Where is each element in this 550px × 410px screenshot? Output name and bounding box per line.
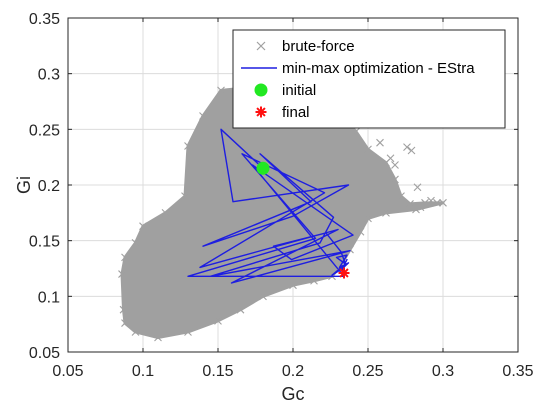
brute-force-point — [139, 222, 147, 231]
x-tick-label: 0.25 — [352, 363, 383, 380]
legend-box — [232, 29, 506, 129]
brute-force-point — [364, 214, 372, 223]
legend-x-marker-icon — [256, 41, 266, 51]
brute-force-point — [356, 227, 365, 236]
brute-force-point — [217, 86, 225, 95]
legend-label-initial: initial — [282, 82, 316, 99]
brute-force-region — [120, 83, 445, 340]
brute-force-point — [154, 333, 162, 342]
x-tick-label: 0.1 — [132, 363, 154, 380]
y-tick-label: 0.15 — [29, 234, 60, 251]
brute-force-point — [131, 328, 140, 336]
brute-force-point — [121, 253, 129, 262]
legend-entry-final: final — [255, 104, 310, 121]
y-tick-label: 0.05 — [29, 345, 60, 362]
legend-label-brute-force: brute-force — [282, 38, 355, 55]
legend-circle-marker-icon — [254, 83, 268, 97]
legend-entry-optimization: min-max optimization - EStra — [241, 60, 475, 77]
brute-force-point — [184, 328, 192, 336]
y-tick-label: 0.3 — [38, 67, 60, 84]
y-axis-label: Gi — [14, 176, 34, 194]
final-point-marker — [338, 267, 350, 279]
y-axis-ticks: 0.05 0.1 0.15 0.2 0.25 0.3 0.35 — [29, 11, 518, 362]
brute-force-point — [403, 143, 411, 152]
x-tick-label: 0.05 — [52, 363, 83, 380]
brute-force-point — [376, 138, 384, 147]
brute-force-point — [382, 208, 390, 217]
brute-force-point — [407, 146, 416, 155]
brute-force-point — [121, 319, 129, 327]
brute-force-point — [184, 142, 192, 150]
brute-force-point — [397, 192, 405, 201]
x-tick-label: 0.35 — [502, 363, 533, 380]
brute-force-point — [236, 305, 245, 314]
x-axis-label: Gc — [281, 384, 304, 404]
brute-force-point — [439, 198, 447, 207]
brute-force-point — [413, 183, 422, 192]
brute-force-point — [352, 127, 360, 136]
y-tick-label: 0.1 — [38, 289, 60, 306]
y-tick-label: 0.2 — [38, 178, 60, 195]
brute-force-point — [412, 205, 420, 214]
brute-force-point — [259, 292, 267, 301]
brute-force-cloud — [118, 80, 447, 342]
legend-label-final: final — [282, 104, 310, 121]
y-tick-label: 0.25 — [29, 122, 60, 139]
brute-force-point — [289, 281, 297, 290]
x-tick-label: 0.3 — [432, 363, 454, 380]
initial-point-marker — [256, 161, 270, 175]
brute-force-point — [391, 175, 399, 184]
endpoint-markers — [256, 161, 350, 279]
brute-force-point — [310, 276, 318, 285]
brute-force-point — [199, 112, 207, 120]
legend-entry-brute-force: brute-force — [256, 38, 355, 55]
brute-force-point — [119, 305, 128, 314]
brute-force-point — [382, 158, 390, 167]
y-tick-label: 0.35 — [29, 11, 60, 28]
brute-force-point — [427, 196, 435, 205]
brute-force-point — [181, 192, 189, 201]
brute-force-point — [433, 198, 441, 207]
legend-label-optimization: min-max optimization - EStra — [282, 60, 475, 77]
legend-entry-initial: initial — [254, 82, 316, 99]
brute-force-point — [131, 239, 140, 247]
brute-force-point — [214, 316, 222, 325]
legend-asterisk-marker-icon — [255, 106, 267, 118]
x-tick-label: 0.15 — [202, 363, 233, 380]
x-tick-label: 0.2 — [282, 363, 304, 380]
optimization-trajectory — [187, 128, 354, 284]
brute-force-point — [161, 208, 170, 217]
x-axis-ticks: 0.05 0.1 0.15 0.2 0.25 0.3 0.35 — [52, 18, 534, 380]
optimization-line — [187, 128, 354, 284]
legend: brute-force min-max optimization - EStra… — [232, 29, 506, 129]
brute-force-point — [421, 198, 429, 207]
brute-force-point — [364, 145, 372, 154]
brute-force-point — [391, 161, 399, 169]
brute-force-point — [118, 270, 126, 278]
